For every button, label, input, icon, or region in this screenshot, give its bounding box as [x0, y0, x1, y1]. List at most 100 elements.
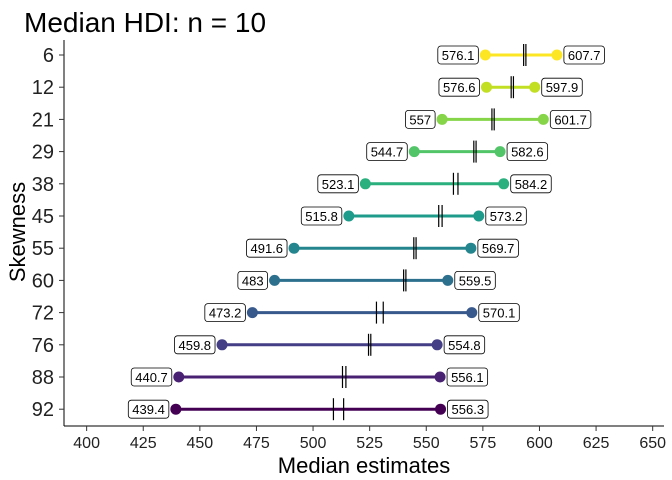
lower-point [479, 49, 491, 61]
value-text: 483 [242, 273, 264, 288]
value-text: 459.8 [178, 338, 211, 353]
upper-point [434, 371, 446, 383]
upper-point [537, 113, 549, 125]
upper-value-label: 570.1 [478, 303, 520, 323]
x-tick-label: 600 [526, 435, 553, 452]
lower-value-label: 439.4 [127, 399, 170, 419]
lower-value-label: 459.8 [174, 335, 216, 355]
upper-point [435, 403, 447, 415]
value-text: 523.1 [322, 177, 355, 192]
value-text: 569.7 [482, 241, 515, 256]
value-box [454, 270, 496, 290]
lower-value-label: 440.7 [130, 367, 173, 387]
lower-point [246, 307, 258, 319]
value-box [405, 110, 436, 129]
lower-value-label: 523.1 [317, 174, 359, 194]
y-tick-label: 45 [32, 206, 54, 228]
value-text: 544.7 [371, 145, 404, 160]
y-tick-label: 21 [32, 109, 54, 131]
x-ticks: 400 425 450 475 500 525 550 575 600 625 650 [73, 426, 666, 452]
upper-point [498, 178, 510, 190]
value-text: 559.5 [459, 273, 492, 288]
value-box [317, 174, 359, 194]
y-ticks: 6 12 21 29 38 45 55 60 72 76 88 92 [32, 45, 64, 421]
lower-value-label: 483 [237, 270, 268, 290]
y-tick-label: 76 [32, 335, 54, 357]
lower-point [480, 81, 492, 93]
lower-point [343, 210, 355, 222]
x-tick-label: 450 [186, 435, 213, 452]
value-box [446, 367, 489, 387]
y-tick-label: 12 [32, 77, 54, 99]
upper-point [529, 81, 541, 93]
value-box [127, 399, 170, 419]
y-tick-label: 55 [32, 238, 54, 260]
x-tick-label: 400 [73, 435, 100, 452]
y-tick-label: 29 [32, 142, 54, 164]
upper-value-label: 559.5 [454, 270, 496, 290]
upper-value-label: 584.2 [510, 174, 552, 194]
value-box [447, 399, 489, 419]
lower-point [269, 274, 281, 286]
value-box [541, 77, 583, 97]
value-text: 515.8 [305, 209, 338, 224]
value-box [549, 110, 592, 129]
upper-value-label: 554.8 [443, 335, 486, 355]
value-text: 597.9 [546, 80, 579, 95]
value-text: 576.1 [442, 48, 475, 63]
series-layer [170, 44, 563, 421]
upper-point [473, 210, 485, 222]
value-box [237, 270, 268, 290]
upper-point [431, 339, 443, 351]
lower-point [288, 242, 300, 254]
value-box [478, 303, 520, 323]
value-box [246, 238, 288, 258]
lower-value-label: 576.1 [437, 45, 479, 65]
lower-point [170, 403, 182, 415]
value-text: 582.6 [511, 145, 544, 160]
value-text: 584.2 [515, 177, 548, 192]
value-text: 570.1 [483, 306, 516, 321]
x-tick-label: 525 [356, 435, 383, 452]
value-text: 473.2 [209, 306, 242, 321]
value-box [366, 142, 408, 162]
lower-value-label: 557 [405, 110, 436, 129]
value-text: 439.4 [132, 402, 165, 417]
value-text: 601.7 [554, 112, 587, 127]
value-box [510, 174, 552, 194]
value-text: 556.1 [451, 370, 484, 385]
upper-point [442, 274, 454, 286]
value-text: 554.8 [448, 338, 481, 353]
x-axis-label: Median estimates [278, 453, 450, 478]
value-box [300, 206, 343, 226]
lower-value-label: 576.6 [438, 77, 480, 97]
x-tick-label: 650 [639, 435, 666, 452]
upper-value-label: 607.7 [563, 45, 605, 65]
y-tick-label: 60 [32, 270, 54, 292]
y-tick-label: 72 [32, 303, 54, 325]
upper-point [494, 146, 506, 158]
y-tick-label: 38 [32, 174, 54, 196]
value-box [485, 206, 527, 226]
upper-value-label: 569.7 [477, 238, 519, 258]
lower-value-label: 515.8 [300, 206, 343, 226]
y-axis-label: Skewness [5, 182, 30, 282]
y-tick-label: 88 [32, 367, 54, 389]
value-text: 556.3 [452, 402, 485, 417]
x-tick-label: 625 [583, 435, 610, 452]
value-text: 576.6 [443, 80, 476, 95]
value-box [204, 303, 246, 323]
upper-value-label: 556.1 [446, 367, 489, 387]
x-tick-label: 425 [130, 435, 157, 452]
x-tick-label: 550 [413, 435, 440, 452]
value-box [443, 335, 486, 355]
y-tick-label: 92 [32, 399, 54, 421]
value-text: 607.7 [568, 48, 601, 63]
lower-value-label: 473.2 [204, 303, 246, 323]
value-text: 557 [409, 112, 431, 127]
x-tick-label: 575 [470, 435, 497, 452]
y-tick-label: 6 [43, 45, 54, 67]
value-text: 440.7 [135, 370, 168, 385]
upper-value-label: 597.9 [541, 77, 583, 97]
